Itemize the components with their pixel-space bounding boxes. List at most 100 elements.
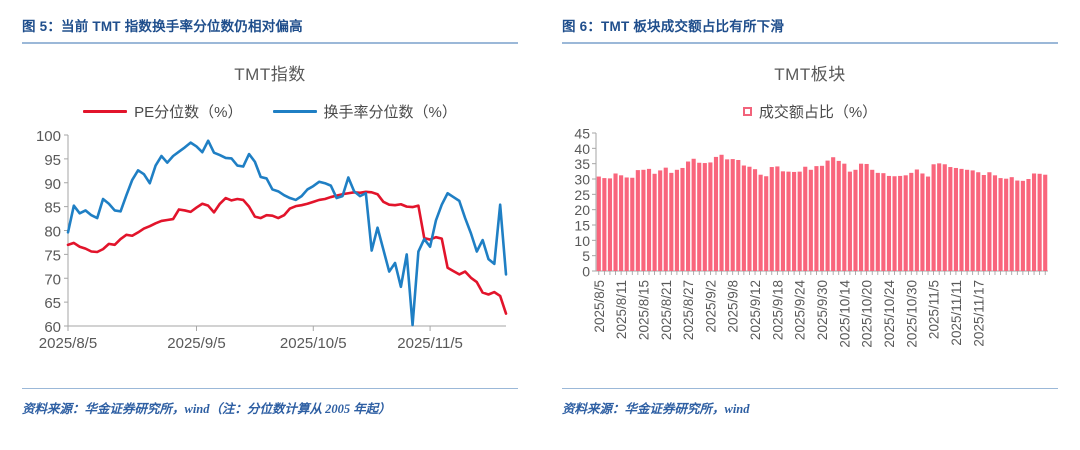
y-tick-label: 45: [574, 129, 590, 142]
bar: [702, 162, 707, 271]
bar: [619, 174, 624, 271]
bar: [847, 171, 852, 271]
x-tick-label: 2025/10/24: [882, 279, 897, 347]
line-chart-tmt-index: TMT指数 PE分位数（%） 换手率分位数（%） 60 65 70 75 80 85 90 9…: [22, 44, 518, 384]
x-tick-label: 2025/8/5: [592, 280, 607, 333]
bar: [669, 172, 674, 271]
x-tick-label: 2025/9/8: [726, 280, 741, 333]
x-tick-label: 2025/8/21: [659, 280, 674, 340]
bar: [831, 156, 836, 271]
y-tick-label: 0: [582, 263, 590, 279]
bar: [596, 176, 601, 271]
bar: [931, 163, 936, 271]
legend-swatch-pink-square: [742, 107, 752, 116]
figure-6-caption: 图 6：TMT 板块成交额占比有所下滑: [562, 19, 785, 34]
bar: [942, 163, 947, 271]
bar: [697, 162, 702, 271]
bar: [691, 158, 696, 271]
y-tick-label: 65: [44, 295, 61, 312]
bar-chart-title: TMT板块: [774, 64, 846, 84]
x-tick-label: 2025/10/20: [860, 280, 875, 348]
bar: [948, 166, 953, 271]
bar: [998, 177, 1003, 271]
bar: [959, 168, 964, 271]
bar: [680, 167, 685, 271]
y-tick-label: 15: [574, 217, 590, 233]
bar: [1043, 174, 1048, 271]
bar: [663, 167, 668, 271]
bar: [898, 175, 903, 271]
y-tick-label: 100: [36, 129, 61, 145]
y-tick-label: 35: [574, 156, 590, 172]
y-tick-label: 90: [44, 175, 61, 192]
bar: [624, 176, 629, 271]
bar: [870, 169, 875, 271]
x-tick-label: 2025/8/15: [636, 280, 651, 340]
bar: [1026, 178, 1031, 271]
bar: [613, 172, 618, 271]
bar: [825, 160, 830, 271]
bar: [881, 172, 886, 271]
bar: [914, 168, 919, 271]
bar: [819, 165, 825, 271]
legend-item-turnover-share: 成交额占比（%）: [742, 101, 878, 122]
figure-6-caption-rule: [562, 42, 1058, 44]
bar: [641, 169, 646, 271]
bar: [808, 169, 813, 271]
legend-label-turnover-share: 成交额占比（%）: [758, 104, 878, 121]
bar: [859, 163, 864, 271]
bar: [1015, 180, 1020, 271]
bar: [1004, 178, 1009, 271]
bar: [836, 160, 841, 271]
legend-item-turnover-percentile: 换手率分位数（%）: [272, 101, 457, 122]
bar-plot-wrapper: 0 5 10 15 20 25 30 35 40 45 2025/8/5 2025/8/11 2025/…: [562, 129, 1058, 369]
bar: [602, 177, 607, 271]
bar: [686, 161, 691, 271]
bar: [965, 169, 970, 271]
x-tick-label: 2025/9/30: [815, 280, 830, 340]
y-tick-label: 10: [574, 232, 590, 248]
bar: [920, 172, 925, 271]
x-tick-label: 2025/9/2: [703, 280, 718, 333]
y-tick-label: 60: [44, 319, 61, 336]
x-tick-label: 2025/10/30: [904, 280, 919, 348]
x-tick-label: 2025/11/5: [397, 335, 463, 352]
bar: [1031, 172, 1037, 271]
y-tick-label: 25: [574, 186, 590, 202]
bar: [769, 166, 774, 271]
bar: [736, 159, 741, 271]
bar: [853, 169, 858, 271]
bar: [992, 174, 998, 271]
x-tick-label: 2025/8/11: [614, 280, 629, 339]
bar: [725, 158, 730, 271]
legend-label-turnover-percentile: 换手率分位数（%）: [323, 104, 457, 121]
bar: [976, 171, 981, 271]
bar: [646, 168, 652, 271]
line-chart-title: TMT指数: [234, 64, 306, 84]
bar: [607, 177, 613, 271]
figure-5-panel: 图 5：当前 TMT 指数换手率分位数仍相对偏高 TMT指数 PE分位数（%） …: [22, 19, 518, 416]
bar: [953, 167, 958, 271]
x-tick-label: 2025/11/17: [971, 280, 986, 347]
bar: [925, 176, 931, 271]
bar: [730, 158, 735, 271]
bar: [864, 163, 869, 271]
bar: [937, 162, 942, 271]
y-tick-label: 30: [574, 171, 590, 187]
bar: [758, 174, 763, 271]
x-tick-label: 2025/8/27: [681, 280, 696, 340]
bar: [764, 175, 769, 271]
figure-6-source-rule: [562, 387, 1058, 389]
x-tick-label: 2025/9/12: [748, 280, 763, 340]
bar: [1037, 173, 1042, 271]
legend-swatch-red: [83, 109, 128, 114]
x-tick-label: 2025/10/5: [280, 335, 347, 352]
line-plot-svg: 60 65 70 75 80 85 90 95 100 2025/8/5 2025/9/5 2025/…: [36, 129, 508, 352]
bar: [981, 174, 986, 271]
y-tick-label: 80: [44, 223, 61, 240]
bar: [987, 171, 992, 271]
bar: [635, 169, 640, 271]
x-tick-label: 2025/9/5: [167, 335, 225, 352]
series-line-turnover-percentile: [66, 138, 508, 326]
